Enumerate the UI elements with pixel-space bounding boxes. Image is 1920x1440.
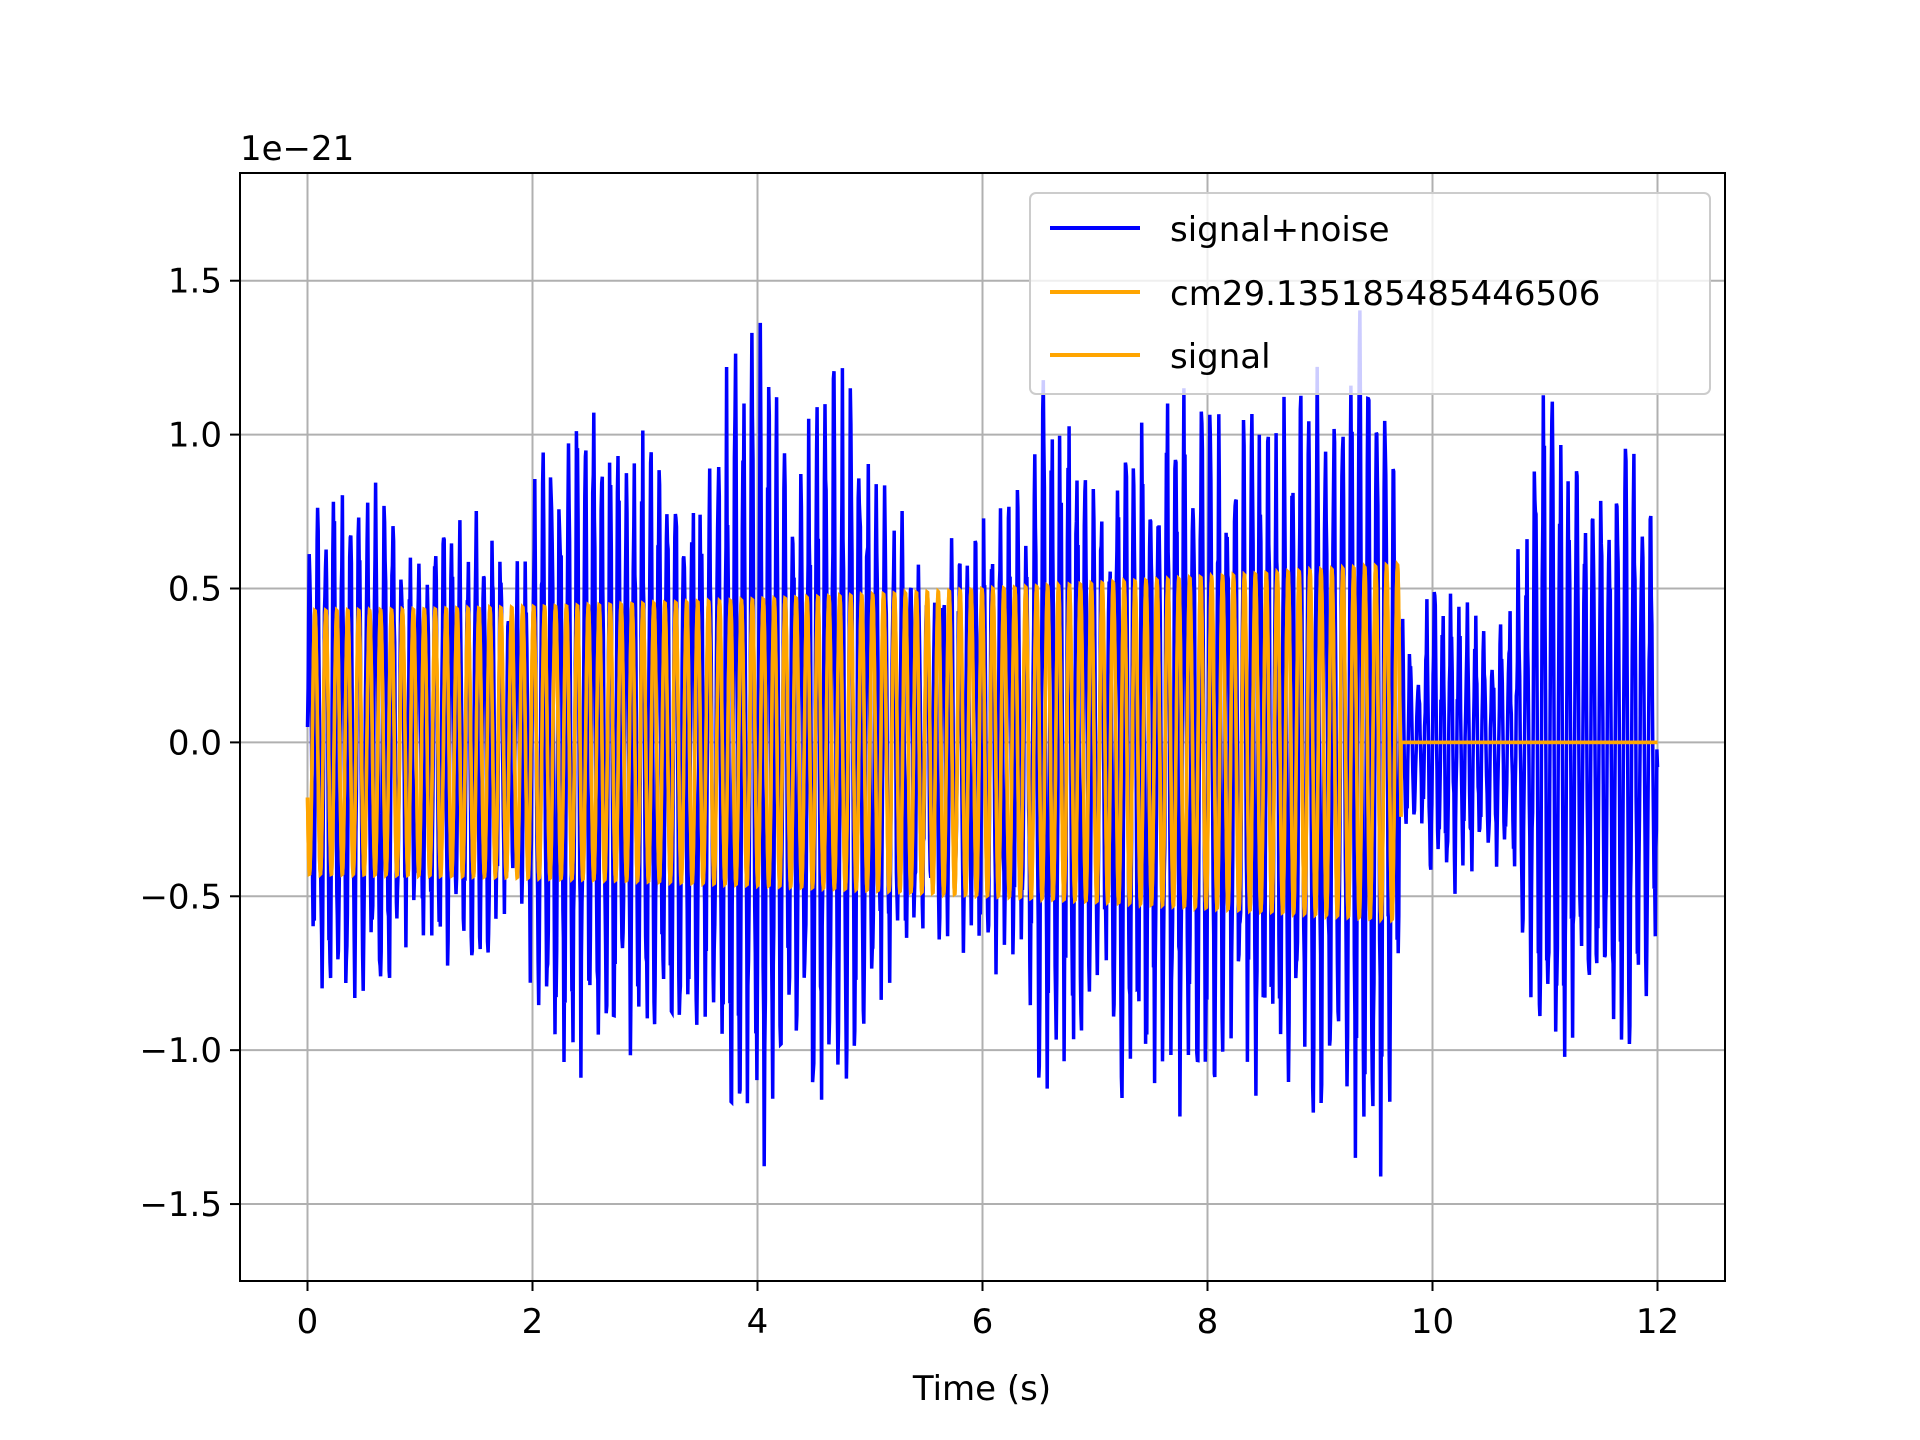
x-tick-label: 4 (747, 1302, 769, 1342)
y-tick-label: 0.0 (168, 723, 222, 763)
legend-label-cm: cm29.135185485446506 (1170, 274, 1600, 314)
x-tick-label: 0 (297, 1302, 319, 1342)
y-tick-label: 1.0 (168, 416, 222, 456)
legend-box (1029, 192, 1711, 395)
x-tick-label: 6 (972, 1302, 994, 1342)
plot-lines (305, 310, 1660, 1177)
x-tick-label: 10 (1411, 1302, 1454, 1342)
x-tick-label: 2 (522, 1302, 544, 1342)
x-axis-label: Time (s) (912, 1369, 1051, 1409)
y-axis-ticks: −1.5 −1.0 −0.5 0.0 0.5 1.0 1.5 (139, 262, 240, 1225)
legend-label-signal: signal (1170, 337, 1271, 377)
x-tick-label: 8 (1197, 1302, 1219, 1342)
y-tick-label: −1.0 (139, 1031, 222, 1071)
legend-label-signal-noise: signal+noise (1170, 210, 1390, 250)
y-tick-label: −0.5 (139, 877, 222, 917)
legend: signal+noise cm29.135185485446506 signal (1029, 192, 1711, 395)
y-tick-label: 0.5 (168, 570, 222, 610)
series-signal (305, 559, 1658, 924)
y-tick-label: 1.5 (168, 262, 222, 302)
y-tick-label: −1.5 (139, 1185, 222, 1225)
x-axis-ticks: 0 2 4 6 8 10 12 (297, 1281, 1679, 1342)
x-tick-label: 12 (1636, 1302, 1679, 1342)
y-offset-text: 1e−21 (240, 129, 354, 169)
